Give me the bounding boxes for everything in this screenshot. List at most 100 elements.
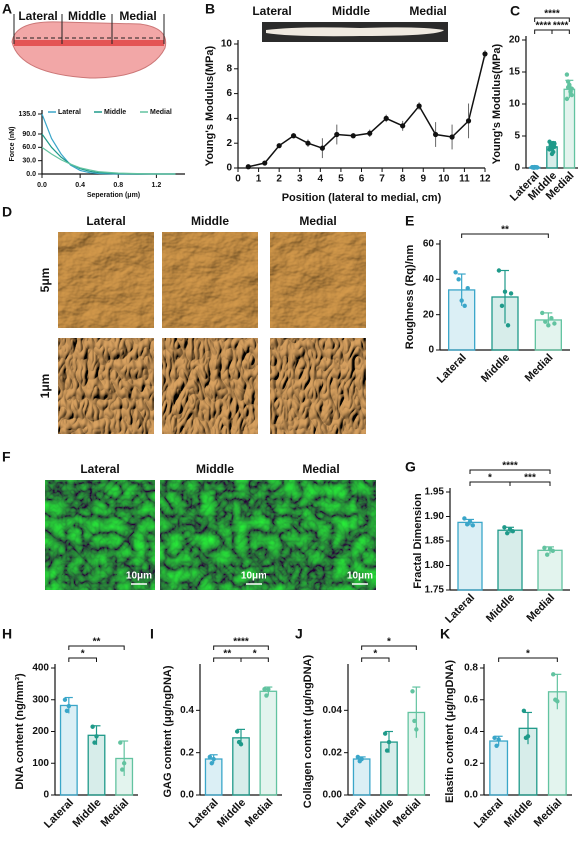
data-point bbox=[412, 718, 417, 724]
y-tick-label: 0.8 bbox=[464, 663, 478, 674]
significance-label: * bbox=[387, 637, 391, 648]
y-axis-label: Roughness (Rq)/nm bbox=[404, 245, 416, 350]
x-tick-label: 11 bbox=[459, 174, 470, 185]
afm-image bbox=[270, 232, 366, 328]
panel-letter: B bbox=[205, 1, 215, 17]
y-tick-label: 0.4 bbox=[464, 726, 478, 737]
y-tick-label: 0.0 bbox=[464, 790, 478, 801]
x-tick-label: 6 bbox=[359, 174, 365, 185]
afm-image bbox=[162, 338, 258, 434]
significance-bracket bbox=[240, 657, 269, 662]
afm-image bbox=[58, 232, 154, 328]
x-tick-label: 3 bbox=[297, 174, 303, 185]
data-point bbox=[459, 298, 464, 303]
x-tick-label: Medial bbox=[99, 797, 132, 830]
y-axis-label: Collagen content (μg/ngDNA) bbox=[302, 654, 314, 808]
data-point bbox=[542, 545, 547, 551]
y-tick-label: 1.90 bbox=[425, 511, 445, 522]
y-tick-label: 1.85 bbox=[425, 536, 445, 547]
y-tick-label: 60.0 bbox=[22, 144, 36, 151]
data-point bbox=[569, 86, 574, 91]
data-point bbox=[400, 123, 406, 129]
data-point bbox=[64, 708, 70, 714]
y-axis-label: Young's Modulus(MPa) bbox=[491, 43, 503, 164]
panel-letter: D bbox=[2, 204, 12, 220]
y-tick-label: 0.4 bbox=[180, 705, 194, 716]
data-point bbox=[492, 735, 497, 741]
x-tick-label: Medial bbox=[524, 592, 557, 625]
data-point bbox=[546, 323, 551, 328]
x-tick-label: Middle bbox=[502, 797, 535, 830]
significance-bracket bbox=[551, 29, 570, 34]
x-tick-label: Medial bbox=[391, 797, 424, 830]
y-tick-label: 300 bbox=[32, 694, 49, 705]
significance-label: ** bbox=[223, 649, 231, 660]
fluorescence-image bbox=[45, 480, 155, 590]
significance-label: **** bbox=[553, 21, 569, 32]
photo-tissue bbox=[266, 27, 444, 37]
data-point bbox=[90, 724, 95, 729]
legend-label: Lateral bbox=[58, 109, 81, 116]
x-tick-label: Middle bbox=[484, 592, 517, 625]
significance-label: **** bbox=[536, 21, 552, 32]
data-point bbox=[350, 133, 356, 139]
y-tick-label: 10 bbox=[509, 99, 521, 110]
y-axis-label: DNA content (ng/mm³) bbox=[14, 673, 26, 790]
force-curve bbox=[41, 146, 176, 175]
data-point bbox=[564, 72, 570, 77]
data-point bbox=[382, 731, 388, 736]
bar bbox=[59, 704, 78, 796]
x-tick-label: 7 bbox=[379, 174, 385, 185]
x-tick-label: 2 bbox=[276, 174, 282, 185]
fluorescence-image bbox=[266, 480, 376, 590]
y-tick-label: 20 bbox=[509, 35, 521, 46]
x-tick-label: Middle bbox=[71, 797, 104, 830]
x-tick-label: 12 bbox=[479, 174, 491, 185]
y-tick-label: 0 bbox=[514, 163, 520, 174]
afm-image bbox=[162, 232, 258, 328]
significance-bracket bbox=[469, 469, 551, 474]
y-axis-label: Fractal Dimension bbox=[412, 493, 424, 589]
data-point bbox=[386, 739, 392, 745]
data-point bbox=[467, 519, 473, 524]
column-label: Lateral bbox=[86, 214, 125, 228]
x-tick-label: 4 bbox=[318, 174, 324, 185]
x-axis-label: Position (lateral to medial, cm) bbox=[282, 192, 442, 204]
data-point bbox=[496, 268, 502, 273]
data-point bbox=[564, 96, 570, 102]
data-point bbox=[276, 143, 282, 149]
y-tick-label: 100 bbox=[32, 758, 49, 769]
y-tick-label: 4 bbox=[226, 113, 232, 124]
data-point bbox=[384, 748, 390, 753]
x-tick-label: 0 bbox=[235, 174, 241, 185]
section-band bbox=[14, 40, 164, 46]
x-tick-label: Lateral bbox=[335, 797, 369, 831]
photo-label: Medial bbox=[409, 4, 446, 18]
significance-bracket bbox=[213, 645, 269, 650]
row-label: 5μm bbox=[38, 268, 52, 293]
y-tick-label: 30.0 bbox=[22, 158, 36, 165]
data-point bbox=[482, 51, 488, 57]
meniscus-photo bbox=[262, 22, 448, 42]
bar bbox=[489, 740, 509, 796]
panel-letter: I bbox=[150, 626, 154, 642]
panel-letter: J bbox=[295, 626, 303, 642]
column-label: Middle bbox=[196, 462, 234, 476]
significance-label: **** bbox=[502, 461, 518, 472]
meniscus-shape bbox=[11, 21, 167, 79]
significance-bracket bbox=[534, 17, 570, 22]
y-tick-label: 0.2 bbox=[464, 758, 478, 769]
x-tick-label: Lateral bbox=[187, 797, 221, 831]
significance-label: * bbox=[526, 649, 530, 660]
y-tick-label: 90.0 bbox=[22, 131, 36, 138]
y-axis-label: Force (nN) bbox=[9, 127, 16, 162]
y-axis-label: Young's Modulus(MPa) bbox=[204, 45, 216, 166]
y-tick-label: 0.0 bbox=[180, 790, 194, 801]
x-axis-label: Seperation (μm) bbox=[87, 192, 140, 199]
y-tick-label: 0 bbox=[226, 163, 232, 174]
y-tick-label: 400 bbox=[32, 663, 49, 674]
data-point bbox=[453, 270, 458, 275]
data-point bbox=[540, 310, 545, 316]
data-point bbox=[319, 145, 325, 151]
